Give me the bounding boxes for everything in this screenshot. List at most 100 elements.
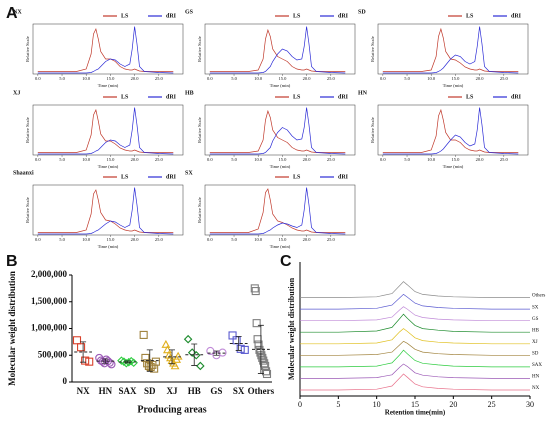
- x-tick-label: 10.0: [254, 157, 263, 162]
- error-bar: [80, 341, 87, 363]
- series-line: [300, 340, 530, 356]
- chart-title: SD: [358, 9, 366, 15]
- series-label: SX: [532, 305, 539, 310]
- axis-label: Time (min): [270, 244, 291, 249]
- series-line: [300, 349, 530, 368]
- x-tick-label: 25.0: [500, 76, 509, 81]
- series-line: [382, 107, 519, 155]
- series-label: Others: [532, 294, 545, 299]
- x-tick-label: 0: [298, 400, 302, 409]
- data-point: [117, 356, 126, 365]
- data-point: [196, 361, 205, 371]
- x-tick-label: HB: [188, 386, 201, 396]
- x-tick-label: 0.0: [207, 157, 213, 162]
- x-tick-label: 15.0: [278, 76, 287, 81]
- axis-label: Molecular weight distribution: [7, 271, 17, 386]
- error-bar: [191, 343, 198, 366]
- data-point: [254, 340, 263, 349]
- x-tick-label: 25.0: [155, 237, 164, 242]
- data-point: [257, 351, 266, 360]
- series-line: [209, 107, 346, 155]
- data-point: [232, 336, 241, 345]
- x-tick-label: 0.0: [35, 237, 41, 242]
- data-point: [255, 345, 264, 354]
- data-point: [240, 345, 249, 354]
- data-point: [261, 361, 270, 371]
- axis-label: Time (min): [270, 164, 291, 169]
- axis-label: Molecular weight distribution: [287, 277, 296, 380]
- x-tick-label: 5.0: [231, 76, 237, 81]
- y-tick-label: 1,500,000: [31, 296, 68, 306]
- x-tick-label: 0.0: [35, 157, 41, 162]
- data-point: [151, 357, 160, 366]
- plot-frame: [377, 104, 529, 156]
- axis-label: Producing areas: [137, 404, 206, 415]
- series-line: [37, 27, 174, 72]
- axis-label: Time (min): [98, 164, 119, 169]
- x-tick-label: 5.0: [231, 157, 237, 162]
- axis-label: Time (min): [443, 164, 464, 169]
- x-tick-label: 0.0: [207, 76, 213, 81]
- legend-label: LS: [293, 13, 301, 19]
- axis-label: Relative Scale: [197, 117, 202, 143]
- series-line: [300, 293, 530, 310]
- x-tick-label: 20.0: [131, 157, 140, 162]
- panel-label: A: [6, 5, 18, 22]
- panel-label: B: [6, 253, 18, 270]
- x-tick-label: XJ: [167, 386, 178, 396]
- legend-label: LS: [121, 94, 129, 100]
- plot-frame: [204, 184, 356, 236]
- x-tick-label: 10.0: [254, 76, 263, 81]
- legend-label: LS: [121, 174, 129, 180]
- x-tick-label: 0.0: [207, 237, 213, 242]
- axis-label: Relative Scale: [197, 36, 202, 62]
- x-tick-label: 5.0: [59, 237, 65, 242]
- data-point: [262, 369, 272, 379]
- x-tick-label: 0.0: [380, 76, 386, 81]
- x-tick-label: 15.0: [106, 237, 115, 242]
- series-line: [300, 363, 530, 379]
- x-tick-label: 10.0: [427, 157, 436, 162]
- series-line: [209, 109, 346, 153]
- legend-label: dRI: [511, 13, 522, 19]
- chart-title: SX: [185, 170, 193, 176]
- chart-title: XJ: [13, 90, 20, 96]
- axis-label: Relative Scale: [25, 117, 30, 143]
- data-point: [251, 286, 260, 296]
- axis-label: Relative Scale: [25, 197, 30, 223]
- data-point: [258, 353, 267, 362]
- data-point: [141, 353, 150, 362]
- data-point: [252, 319, 261, 328]
- data-point: [259, 356, 268, 365]
- series-line: [37, 108, 174, 153]
- axis-label: Retention time(min): [385, 409, 446, 417]
- series-line: [300, 313, 530, 333]
- x-tick-label: SX: [233, 386, 245, 396]
- x-tick-label: 15.0: [278, 237, 287, 242]
- plot-frame: [377, 23, 529, 75]
- error-bar: [124, 360, 131, 364]
- x-tick-label: 20: [449, 400, 457, 409]
- series-line: [300, 306, 530, 322]
- legend-label: LS: [466, 94, 474, 100]
- x-tick-label: 10.0: [82, 157, 91, 162]
- axis-label: Relative Scale: [370, 36, 375, 62]
- legend-label: dRI: [166, 13, 177, 19]
- series-line: [300, 281, 530, 298]
- series-line: [382, 108, 519, 153]
- error-bar: [102, 358, 109, 364]
- series-line: [382, 27, 519, 72]
- series-line: [209, 187, 346, 235]
- data-point: [72, 336, 82, 345]
- plot-frame: [32, 104, 184, 156]
- x-tick-label: 5: [336, 400, 340, 409]
- y-tick-label: 0: [63, 376, 68, 386]
- error-bar: [169, 349, 175, 365]
- x-tick-label: 5.0: [59, 157, 65, 162]
- series-label: HN: [532, 375, 540, 380]
- series-line: [37, 187, 174, 235]
- x-tick-label: 5.0: [231, 237, 237, 242]
- legend-label: LS: [121, 13, 129, 19]
- x-tick-label: 5.0: [404, 157, 410, 162]
